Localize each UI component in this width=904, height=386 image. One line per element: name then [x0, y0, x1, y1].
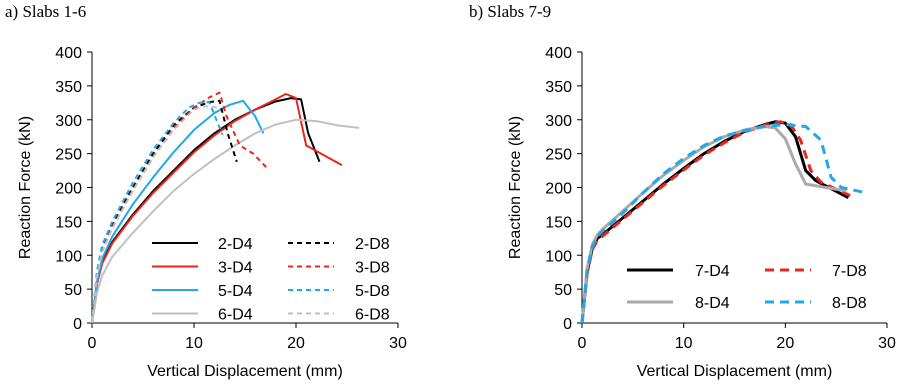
y-tick-label: 150: [55, 214, 82, 231]
series-line-3-D4: [91, 93, 343, 324]
legend-label-7-D4: 7-D4: [695, 263, 730, 280]
y-tick-label: 100: [55, 248, 82, 265]
x-tick-label: 0: [88, 335, 97, 352]
legend-label-8-D8: 8-D8: [832, 295, 867, 312]
y-tick-label: 50: [64, 282, 82, 299]
x-tick-label: 10: [675, 335, 693, 352]
series-line-6-D8: [91, 105, 220, 324]
chart-panel-b: 0 50 100 150 200 250 300 350 400 0 10 20 30 Vertical …: [507, 45, 896, 380]
series-line-2-D4: [91, 97, 321, 324]
y-axis-label: Reaction Force (kN): [17, 116, 34, 259]
series-line-5-D8: [91, 101, 224, 324]
legend-label-5-D4: 5-D4: [218, 283, 253, 300]
series-line-2-D8: [91, 99, 238, 324]
y-tick-label: 200: [545, 181, 572, 198]
y-tick-label: 200: [55, 181, 82, 198]
legend-label-3-D4: 3-D4: [218, 260, 253, 277]
x-tick-label: 30: [389, 335, 407, 352]
panel-a-title: a) Slabs 1-6: [5, 2, 87, 21]
y-tick-label: 100: [545, 248, 572, 265]
x-tick-label: 0: [578, 335, 587, 352]
legend-label-5-D8: 5-D8: [355, 283, 390, 300]
chart-panel-a: 0 50 100 150 200 250 300 350 400 0 10 20 30 Vertical …: [17, 45, 407, 380]
y-axis-label: Reaction Force (kN): [507, 116, 524, 259]
y-tick-label: 150: [545, 214, 572, 231]
legend-label-2-D4: 2-D4: [218, 236, 253, 253]
series-line-6-D4: [91, 118, 360, 324]
y-tick-label: 300: [545, 113, 572, 130]
legend-label-8-D4: 8-D4: [695, 295, 730, 312]
legend-label-6-D4: 6-D4: [218, 307, 253, 324]
x-tick-label: 20: [776, 335, 794, 352]
y-tick-label: 50: [554, 282, 572, 299]
y-tick-label: 250: [545, 147, 572, 164]
series-line-7-D8: [580, 120, 853, 324]
legend-label-7-D8: 7-D8: [832, 263, 867, 280]
panel-b-title: b) Slabs 7-9: [469, 2, 552, 21]
y-tick-label: 350: [545, 79, 572, 96]
y-tick-label: 400: [545, 45, 572, 62]
x-axis-label: Vertical Displacement (mm): [147, 363, 343, 380]
series-line-5-D4: [91, 99, 265, 324]
series-line-3-D8: [91, 91, 269, 324]
y-tick-label: 400: [55, 45, 82, 62]
legend-label-6-D8: 6-D8: [355, 307, 390, 324]
x-axis-label: Vertical Displacement (mm): [637, 363, 833, 380]
x-tick-label: 30: [878, 335, 896, 352]
legend-label-2-D8: 2-D8: [355, 236, 390, 253]
y-tick-label: 300: [55, 113, 82, 130]
series-line-7-D4: [580, 120, 850, 324]
y-tick-label: 0: [563, 316, 572, 333]
y-tick-label: 350: [55, 79, 82, 96]
legend-label-3-D8: 3-D8: [355, 260, 390, 277]
x-tick-label: 20: [287, 335, 305, 352]
x-tick-label: 10: [185, 335, 203, 352]
y-tick-label: 250: [55, 147, 82, 164]
y-tick-label: 0: [73, 316, 82, 333]
series-line-8-D8: [580, 123, 868, 324]
